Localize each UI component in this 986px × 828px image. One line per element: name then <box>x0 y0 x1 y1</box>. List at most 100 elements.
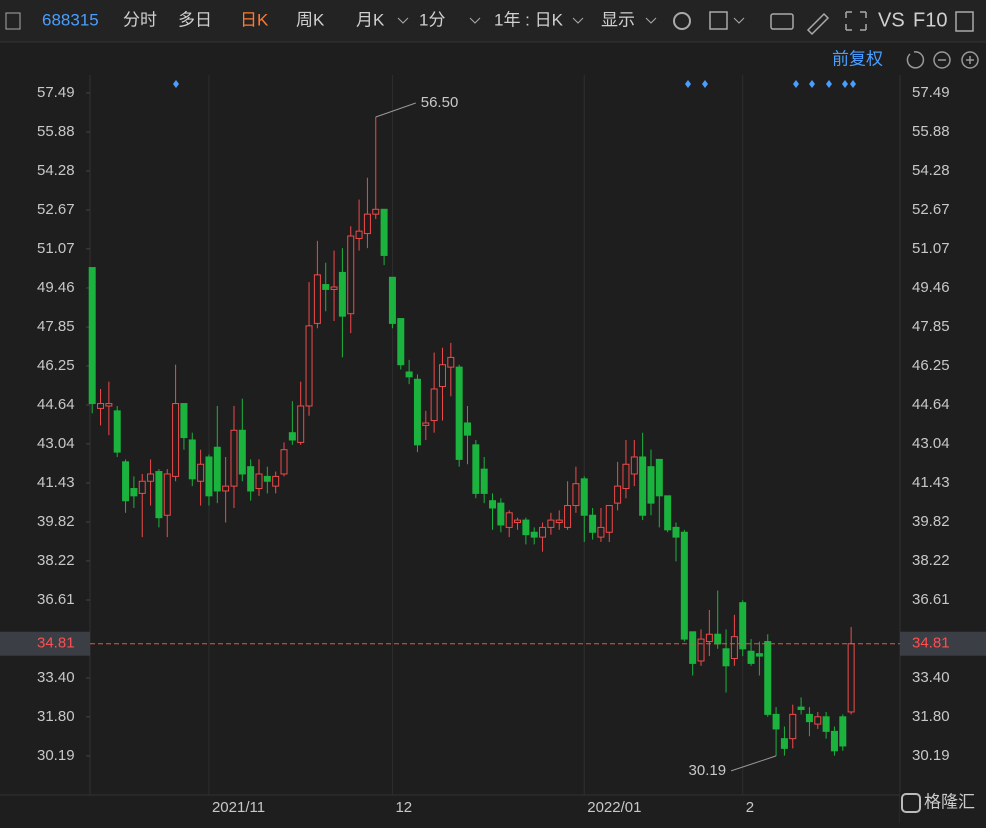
event-marker[interactable] <box>685 80 691 88</box>
candle-body <box>480 468 488 494</box>
y-tick-label-right: 31.80 <box>912 708 950 725</box>
y-tick-label-right: 49.46 <box>912 279 950 296</box>
tab[interactable]: 周K <box>296 10 325 29</box>
y-tick-label: 44.64 <box>37 396 75 413</box>
candle-body <box>830 730 838 752</box>
high-pointer <box>375 102 416 118</box>
y-tick-label: 31.80 <box>37 708 75 725</box>
event-marker[interactable] <box>809 80 815 88</box>
candle-body <box>180 403 188 439</box>
camera-icon[interactable] <box>770 13 794 30</box>
draw-icon[interactable] <box>709 11 728 30</box>
zoom-in-glyph <box>966 56 974 64</box>
candle-body <box>589 514 597 533</box>
y-tick-label: 55.88 <box>37 123 75 140</box>
candle-body <box>97 403 105 409</box>
candle-body <box>430 388 438 422</box>
candle-body <box>564 505 572 528</box>
candle-body <box>297 405 305 443</box>
event-marker[interactable] <box>173 80 179 88</box>
candle-body <box>472 444 480 494</box>
candle-body <box>664 495 672 531</box>
adjust-mode[interactable]: 前复权 <box>832 49 883 68</box>
tab[interactable]: 月K <box>356 10 385 29</box>
candle-body <box>805 713 813 723</box>
tab-active[interactable]: 日K <box>240 10 269 29</box>
candle-body <box>714 633 722 645</box>
y-tick-label: 38.22 <box>37 552 75 569</box>
x-tick-label: 2022/01 <box>587 799 641 816</box>
pen-icon[interactable] <box>806 12 830 36</box>
zoom-in[interactable] <box>961 51 979 69</box>
event-marker[interactable] <box>850 80 856 88</box>
sidebar-icon[interactable] <box>5 12 21 30</box>
candle-body <box>555 519 563 524</box>
tab[interactable]: 多日 <box>178 10 212 29</box>
y-tick-label-right: 38.22 <box>912 552 950 569</box>
candle-body <box>639 456 647 516</box>
display-select[interactable]: 显示 <box>601 10 635 29</box>
candle-body <box>305 325 313 407</box>
candle-body <box>447 356 455 368</box>
y-tick-label-right: 43.04 <box>912 435 950 452</box>
y-tick-label-right: 33.40 <box>912 669 950 686</box>
y-tick-label: 43.04 <box>37 435 75 452</box>
dropdown-arrow <box>733 17 745 24</box>
event-marker[interactable] <box>793 80 799 88</box>
event-markers <box>173 80 856 88</box>
tab[interactable]: 1分 <box>419 10 445 29</box>
fullscreen-icon[interactable] <box>845 11 867 31</box>
candle-body <box>138 480 146 494</box>
dropdown-arrow <box>469 17 481 24</box>
zoom-out[interactable] <box>933 51 951 69</box>
candle-body <box>213 446 221 492</box>
candle-body <box>655 458 663 497</box>
candle-body <box>705 633 713 643</box>
settings-icon[interactable] <box>673 12 691 30</box>
event-marker[interactable] <box>702 80 708 88</box>
candle-body <box>764 641 772 715</box>
low-pointer <box>730 755 777 772</box>
last-price-box <box>0 631 90 656</box>
candle-body <box>255 473 263 490</box>
candle-body <box>739 602 747 650</box>
y-tick-label: 52.67 <box>37 201 75 218</box>
candle-body <box>647 466 655 504</box>
candle-body <box>822 716 830 732</box>
reset-icon[interactable] <box>906 51 925 69</box>
f10-button[interactable]: F10 <box>913 9 947 31</box>
y-tick-label: 41.43 <box>37 474 75 491</box>
y-tick-label: 54.28 <box>37 162 75 179</box>
candle-body <box>113 410 121 453</box>
candle-body <box>263 475 271 482</box>
toolbar <box>0 0 986 42</box>
event-marker[interactable] <box>842 80 848 88</box>
candle-body <box>614 485 622 504</box>
panel-icon[interactable] <box>955 11 974 32</box>
y-tick-label-right: 52.67 <box>912 201 950 218</box>
candle-body <box>747 650 755 664</box>
event-marker[interactable] <box>826 80 832 88</box>
candle-body <box>247 466 255 492</box>
candle-body <box>730 636 738 660</box>
tab[interactable]: 分时 <box>123 10 157 29</box>
dropdown-arrow <box>572 17 584 24</box>
last-price-label: 34.81 <box>37 635 75 652</box>
watermark-logo <box>901 793 921 813</box>
candle-body <box>363 213 371 235</box>
candle-body <box>514 519 522 524</box>
stock-code[interactable]: 688315 <box>42 10 99 29</box>
y-tick-label-right: 39.82 <box>912 513 950 530</box>
candle-body <box>355 230 363 239</box>
candle-body <box>155 471 163 519</box>
candle-body <box>372 208 380 215</box>
candle-body <box>280 449 288 475</box>
range-select[interactable]: 1年 : 日K <box>494 10 564 29</box>
y-tick-label-right: 57.49 <box>912 84 950 101</box>
candle-body <box>680 531 688 640</box>
candle-body <box>205 456 213 497</box>
vs-button[interactable]: VS <box>878 9 905 31</box>
candle-body <box>272 475 280 487</box>
y-tick-label-right: 47.85 <box>912 318 950 335</box>
